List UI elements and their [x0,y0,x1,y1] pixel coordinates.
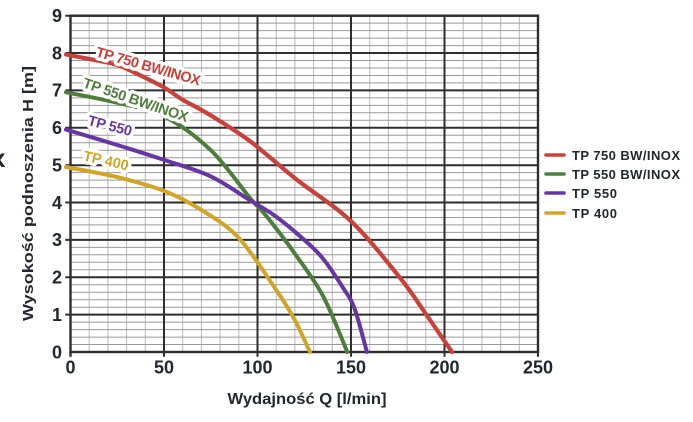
svg-text:TP 550 BW/INOX: TP 550 BW/INOX [572,167,680,182]
svg-text:TP 400: TP 400 [572,206,617,221]
svg-text:Wysokość podnoszenia H [m]: Wysokość podnoszenia H [m] [21,66,37,321]
svg-text:1: 1 [52,305,62,325]
svg-text:4: 4 [52,193,62,213]
svg-text:8: 8 [52,43,62,63]
svg-text:9: 9 [52,6,62,26]
svg-text:0: 0 [52,342,62,362]
svg-text:150: 150 [336,358,366,378]
svg-text:0: 0 [65,358,75,378]
svg-text:x: x [0,143,6,173]
svg-text:TP 550: TP 550 [572,186,617,201]
svg-text:250: 250 [523,358,553,378]
svg-text:Wydajność Q [l/min]: Wydajność Q [l/min] [228,391,387,408]
svg-text:TP 750 BW/INOX: TP 750 BW/INOX [572,148,680,163]
svg-text:2: 2 [52,268,62,288]
svg-text:50: 50 [154,358,174,378]
svg-text:5: 5 [52,156,62,176]
svg-text:200: 200 [429,358,459,378]
svg-text:7: 7 [52,81,62,101]
svg-text:6: 6 [52,118,62,138]
svg-text:100: 100 [242,358,272,378]
svg-text:3: 3 [52,230,62,250]
